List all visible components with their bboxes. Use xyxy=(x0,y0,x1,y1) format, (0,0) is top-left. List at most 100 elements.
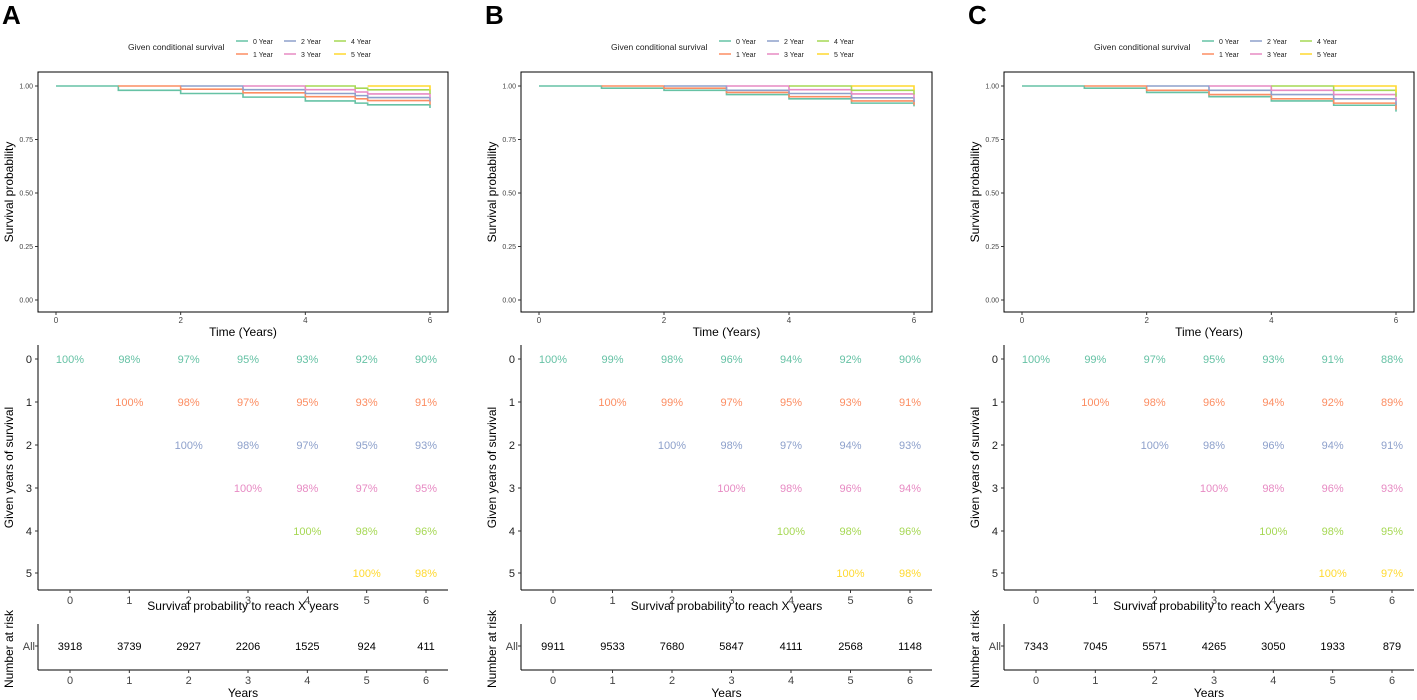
legend-label-3: 3 Year xyxy=(301,52,322,59)
given-tick-label: 5 xyxy=(992,568,998,580)
given-tick-label: 1 xyxy=(509,397,515,409)
conditional-cell: 100% xyxy=(1022,354,1050,366)
conditional-cell: 98% xyxy=(720,440,742,452)
year-tick-label: 2 xyxy=(669,595,675,607)
legend: Given conditional survival 0 Year 1 Year 2 … xyxy=(611,39,855,59)
conditional-cell: 93% xyxy=(356,397,378,409)
survival-x-axis-title: Time (Years) xyxy=(209,325,277,339)
x-tick-label: 6 xyxy=(428,316,433,325)
legend-label-0: 0 Year xyxy=(1219,39,1240,46)
conditional-cell: 89% xyxy=(1381,397,1403,409)
risk-year-tick-label: 0 xyxy=(550,675,556,687)
given-tick-label: 2 xyxy=(992,440,998,452)
conditional-cell: 100% xyxy=(234,483,262,495)
conditional-cell: 93% xyxy=(899,440,921,452)
year-tick-label: 6 xyxy=(907,595,913,607)
risk-count: 2927 xyxy=(176,641,200,653)
conditional-survival-table: 0 1 2 3 4 5 0 1 2 3 4 5 6 100% 99% 98% 96% 94% 92% 90% 100% 9… xyxy=(485,345,932,613)
risk-count: 5571 xyxy=(1142,641,1166,653)
survival-curve-2 xyxy=(664,85,915,103)
y-tick-label: 0.00 xyxy=(19,298,33,305)
cond-x-axis-title: Survival probability to reach X years xyxy=(1113,599,1304,613)
x-tick-label: 0 xyxy=(1020,316,1025,325)
given-tick-label: 4 xyxy=(992,526,998,538)
risk-year-tick-label: 2 xyxy=(186,675,192,687)
year-tick-label: 1 xyxy=(1092,595,1098,607)
conditional-cell: 98% xyxy=(296,483,318,495)
x-tick-label: 4 xyxy=(1269,316,1274,325)
risk-year-tick-label: 1 xyxy=(609,675,615,687)
risk-count: 9911 xyxy=(541,641,565,653)
conditional-cell: 94% xyxy=(780,354,802,366)
risk-y-axis-title: Number at risk xyxy=(485,609,499,688)
conditional-cell: 91% xyxy=(1322,354,1344,366)
risk-x-axis-title: Years xyxy=(711,686,741,700)
survival-curve-3 xyxy=(243,85,431,98)
conditional-cell: 100% xyxy=(1200,483,1228,495)
risk-table: All 7343 7045 5571 4265 3050 1933 879 0 1 2 3 4 5 6 Yea… xyxy=(968,609,1414,700)
conditional-cell: 96% xyxy=(1262,440,1284,452)
conditional-cell: 91% xyxy=(415,397,437,409)
panel-a: A Given conditional survival 0 Year 1 Year 2… xyxy=(2,0,449,700)
given-tick-label: 3 xyxy=(509,483,515,495)
year-tick-label: 3 xyxy=(1211,595,1217,607)
conditional-cell: 91% xyxy=(899,397,921,409)
conditional-cell: 100% xyxy=(1081,397,1109,409)
survival-plot: 0.00 0.25 0.50 0.75 1.00 0 2 4 6 Time (Years) Surv… xyxy=(2,71,449,339)
risk-count: 924 xyxy=(357,641,375,653)
x-tick-label: 0 xyxy=(54,316,59,325)
conditional-survival-table: 0 1 2 3 4 5 0 1 2 3 4 5 6 100% 99% 97% 95% 93% 91% 88% 100% 9… xyxy=(968,345,1414,613)
risk-year-tick-label: 3 xyxy=(728,675,734,687)
legend-label-3: 3 Year xyxy=(1267,52,1288,59)
given-tick-label: 2 xyxy=(509,440,515,452)
conditional-cell: 95% xyxy=(296,397,318,409)
risk-x-axis-title: Years xyxy=(1194,686,1224,700)
conditional-cell: 97% xyxy=(237,397,259,409)
conditional-cell: 99% xyxy=(661,397,683,409)
conditional-cell: 95% xyxy=(780,397,802,409)
legend-label-2: 2 Year xyxy=(784,39,805,46)
x-tick-label: 4 xyxy=(303,316,308,325)
y-tick-label: 0.75 xyxy=(19,137,33,144)
conditional-cell: 98% xyxy=(899,568,921,580)
cond-y-axis-title: Given years of survival xyxy=(2,407,16,528)
risk-x-axis-title: Years xyxy=(228,686,258,700)
legend-label-5: 5 Year xyxy=(1317,52,1338,59)
risk-year-tick-label: 1 xyxy=(126,675,132,687)
conditional-cell: 97% xyxy=(720,397,742,409)
legend-label-1: 1 Year xyxy=(1219,52,1240,59)
conditional-cell: 93% xyxy=(839,397,861,409)
risk-table: All 3918 3739 2927 2206 1525 924 411 0 1 2 3 4 5 6 Year… xyxy=(2,609,448,700)
risk-count: 4265 xyxy=(1202,641,1226,653)
conditional-cell: 92% xyxy=(839,354,861,366)
conditional-cell: 92% xyxy=(356,354,378,366)
x-tick-label: 0 xyxy=(537,316,542,325)
y-tick-label: 1.00 xyxy=(19,84,33,91)
risk-row-label: All xyxy=(506,641,518,653)
legend-label-5: 5 Year xyxy=(834,52,855,59)
risk-count: 5847 xyxy=(719,641,743,653)
given-tick-label: 5 xyxy=(26,568,32,580)
survival-curve-1 xyxy=(118,85,431,105)
legend-label-4: 4 Year xyxy=(834,39,855,46)
survival-plot-frame xyxy=(520,71,933,313)
conditional-cell: 98% xyxy=(839,526,861,538)
survival-curve-4 xyxy=(789,85,915,95)
y-tick-label: 0.50 xyxy=(19,191,33,198)
survival-plot-frame xyxy=(37,71,449,313)
risk-year-tick-label: 4 xyxy=(304,675,310,687)
conditional-cell: 98% xyxy=(661,354,683,366)
y-tick-label: 0.50 xyxy=(985,191,999,198)
x-tick-label: 2 xyxy=(1144,316,1149,325)
conditional-cell: 98% xyxy=(780,483,802,495)
conditional-cell: 90% xyxy=(415,354,437,366)
risk-year-tick-label: 0 xyxy=(67,675,73,687)
conditional-cell: 96% xyxy=(1203,397,1225,409)
risk-year-tick-label: 5 xyxy=(1330,675,1336,687)
conditional-cell: 100% xyxy=(658,440,686,452)
risk-count: 879 xyxy=(1383,641,1401,653)
conditional-cell: 97% xyxy=(356,483,378,495)
survival-curve-0 xyxy=(539,85,915,107)
conditional-cell: 98% xyxy=(415,568,437,580)
given-tick-label: 0 xyxy=(26,354,32,366)
